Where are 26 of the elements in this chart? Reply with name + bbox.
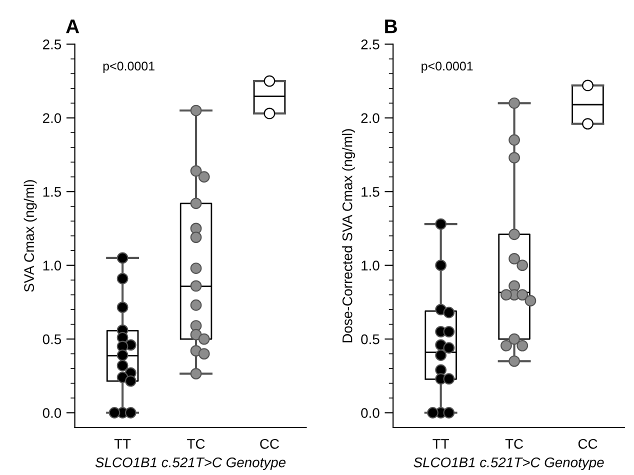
y-tick-label: 2.0 — [43, 113, 62, 124]
y-axis-title: SVA Cmax (ng/ml) — [24, 180, 37, 292]
y-tick-label: 1.5 — [43, 187, 62, 197]
y-tick-label: 0.5 — [361, 334, 380, 344]
y-tick-label: 1.5 — [362, 187, 380, 197]
x-tick-label: TC — [505, 438, 524, 449]
y-tick-label: 0.5 — [42, 334, 62, 344]
chart-title: A — [66, 20, 80, 34]
x-axis-title: SLCO1B1 c.521T>C Genotype — [95, 457, 286, 470]
x-tick-label: TT — [114, 439, 131, 449]
x-tick-label: TC — [187, 438, 205, 449]
y-axis-title: Dose-Corrected SVA Cmax (ng/ml) — [342, 129, 356, 342]
y-tick-label: 2.0 — [361, 113, 380, 124]
x-tick-label: TT — [432, 439, 449, 449]
x-axis-title: SLCO1B1 c.521T>C Genotype — [414, 457, 604, 470]
y-tick-label: 0.0 — [361, 408, 380, 418]
y-tick-label: 2.5 — [361, 40, 380, 50]
x-tick-label: CC — [260, 438, 279, 449]
annotation: p<0.0001 — [103, 62, 154, 73]
y-tick-label: 2.5 — [43, 40, 62, 50]
y-tick-label: 1.0 — [43, 260, 62, 270]
chart-title: B — [385, 20, 397, 34]
y-tick-label: 0.0 — [42, 408, 62, 418]
y-tick-label: 1.0 — [362, 260, 380, 270]
annotation: p<0.0001 — [422, 62, 473, 73]
x-tick-label: CC — [578, 438, 598, 449]
